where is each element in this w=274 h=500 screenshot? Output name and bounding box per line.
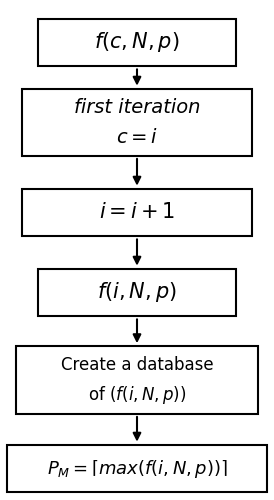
Text: Create a database: Create a database [61,356,213,374]
Text: $c = i$: $c = i$ [116,128,158,147]
Bar [7,445,267,492]
Bar [38,269,236,316]
Bar [22,89,252,156]
Text: $P_M = \lceil max(f(i,N,p)) \rceil$: $P_M = \lceil max(f(i,N,p)) \rceil$ [47,458,227,479]
Text: of $(f(i,N,p))$: of $(f(i,N,p))$ [88,384,186,406]
Bar [22,188,252,236]
Text: $f(c,N,p)$: $f(c,N,p)$ [94,30,180,54]
Text: $f(i,N,p)$: $f(i,N,p)$ [97,280,177,304]
Text: $i = i+1$: $i = i+1$ [99,202,175,222]
Bar [38,18,236,66]
Text: first iteration: first iteration [74,98,200,117]
Bar [16,346,258,414]
